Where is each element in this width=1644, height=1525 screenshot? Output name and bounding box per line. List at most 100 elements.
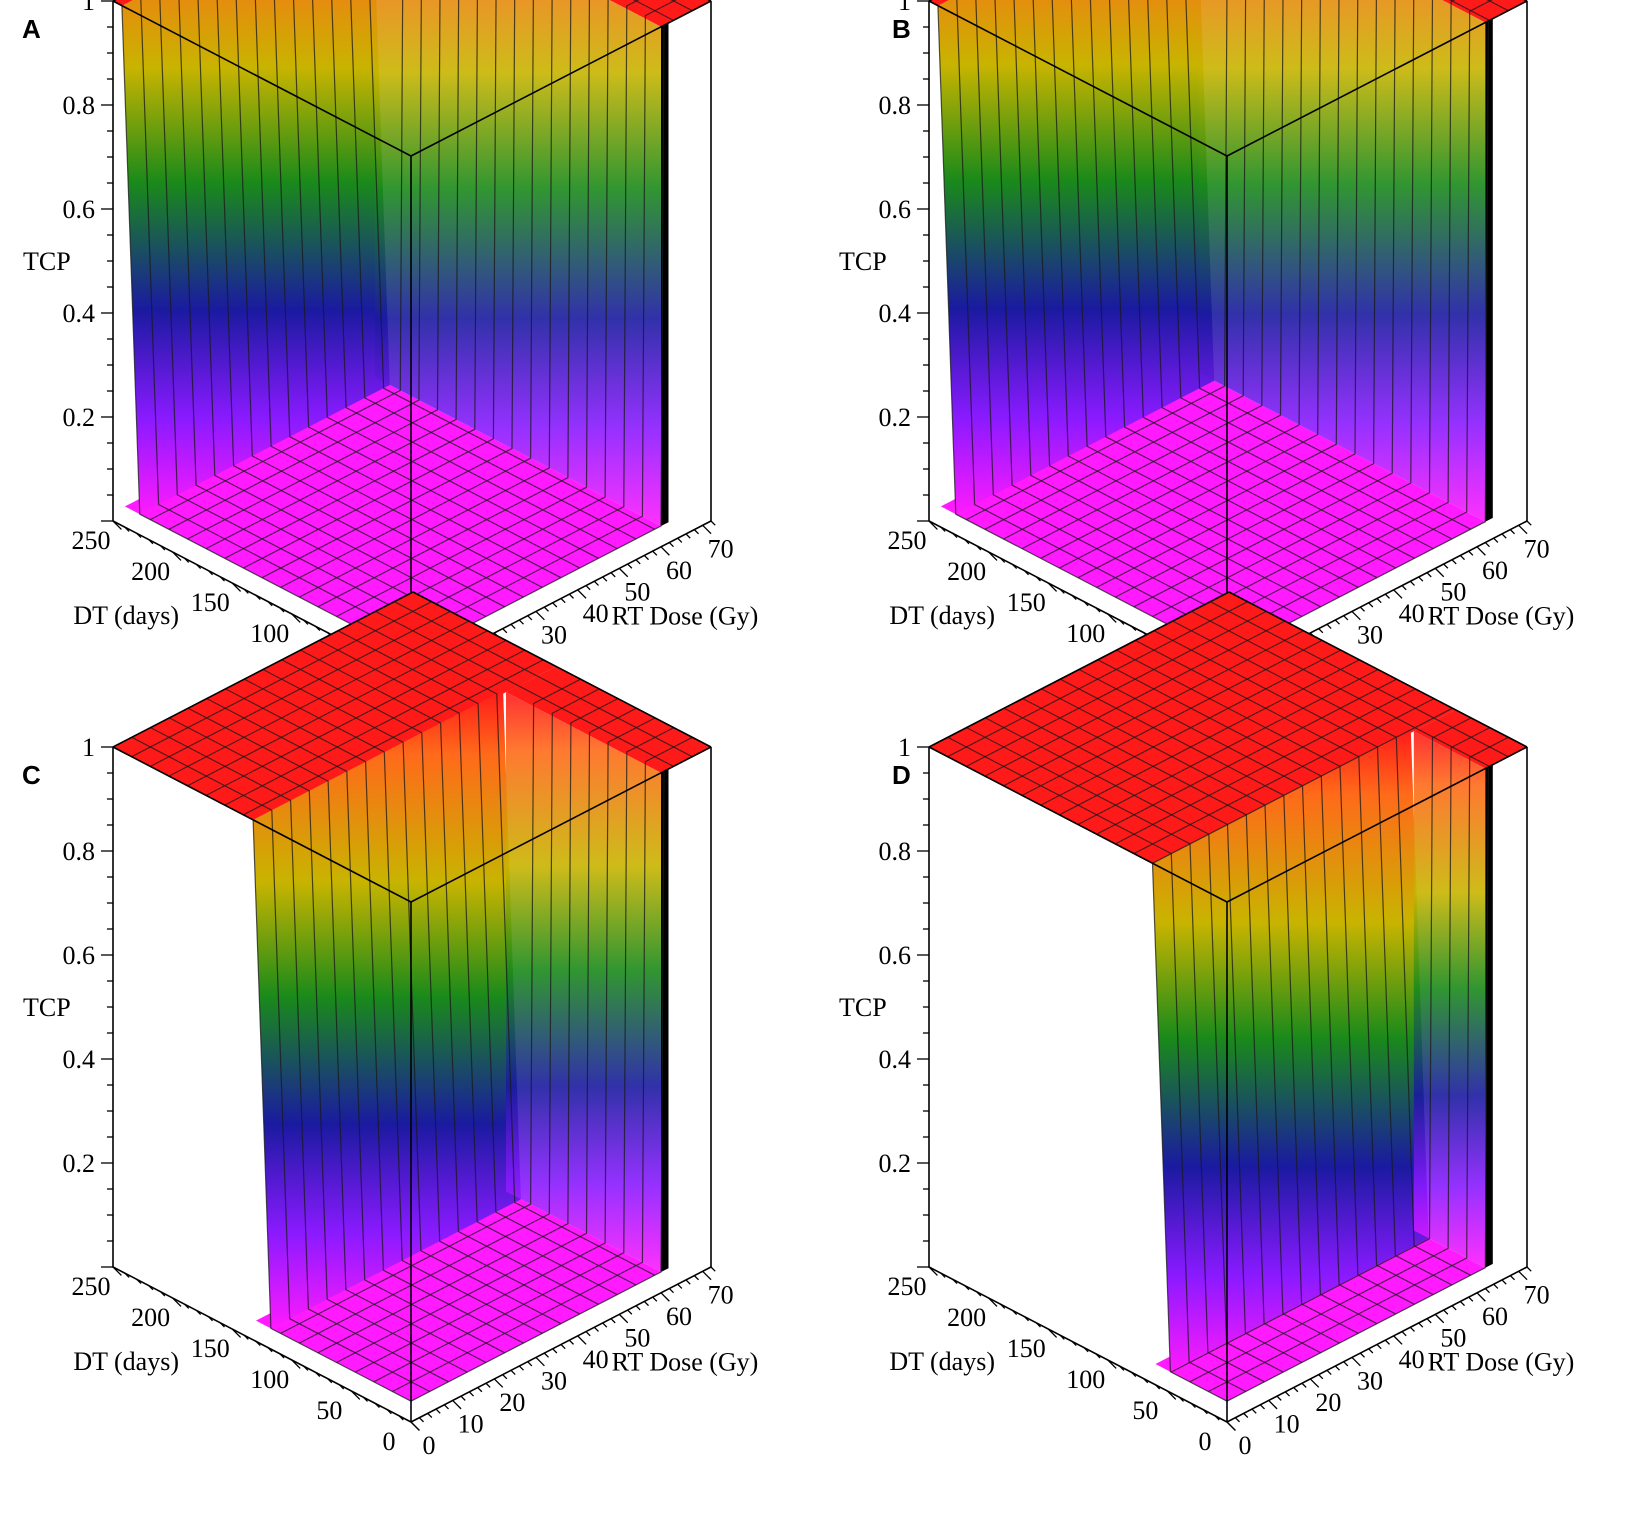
dt-tick — [1143, 1378, 1149, 1384]
dt-tick-label: 250 — [72, 1272, 111, 1301]
mesh-line-dose — [1032, 0, 1322, 608]
dose-tick — [1493, 1283, 1499, 1289]
mesh-line-dose — [1166, 0, 1453, 540]
dose-tick — [1393, 589, 1403, 599]
mesh-line-dt — [243, 0, 497, 569]
mesh-line-dt — [1170, 0, 1434, 627]
box-edge — [928, 591, 1230, 748]
dt-tick — [1107, 1359, 1117, 1369]
dt-tick — [1059, 1334, 1065, 1340]
dose-tick — [518, 619, 524, 625]
dose-tick — [518, 1365, 524, 1371]
surface — [928, 591, 1528, 1402]
dose-tick — [1384, 593, 1390, 599]
box-edge — [410, 0, 712, 157]
dose-tick — [1309, 1378, 1320, 1388]
dose-plateau — [1413, 709, 1527, 769]
dt-tick — [952, 532, 958, 539]
mesh-line-dt — [317, 0, 572, 608]
dt-tick — [148, 539, 154, 545]
dose-tick-label: 20 — [499, 1388, 525, 1417]
mesh-line-dt — [131, 601, 432, 758]
dose-tick — [452, 1400, 462, 1410]
dose-tick — [577, 589, 587, 599]
dt-tick — [1000, 1303, 1006, 1309]
dose-tick — [1401, 1331, 1407, 1337]
mesh-line-dose — [1013, 0, 1303, 618]
mesh-line-dose — [1089, 0, 1378, 579]
dose-tick — [660, 1292, 670, 1302]
tcp-axis-label: TCP — [23, 247, 71, 276]
mesh-line-dose — [1210, 601, 1509, 758]
mesh-line-dt — [280, 0, 534, 588]
dose-tick-label: 60 — [666, 556, 692, 585]
mesh-line-dose — [994, 0, 1284, 627]
tcp-axis: 0.2 0.4 0.6 0.8 1 TCP — [839, 0, 929, 522]
dt-tick — [1095, 607, 1101, 613]
dose-tick — [627, 1309, 633, 1315]
dt-tick — [1047, 1328, 1058, 1338]
tcp-tick-label: 0.8 — [879, 837, 912, 866]
dt-tick — [160, 545, 166, 551]
dt-tick — [1071, 1340, 1077, 1347]
tcp-tick-label: 1 — [82, 0, 95, 16]
floor-surface — [1155, 1230, 1486, 1402]
dt-tick — [184, 1303, 190, 1309]
mesh-line-dt — [1115, 0, 1377, 598]
mesh-line-dose — [1108, 0, 1397, 569]
dose-tick-label: 50 — [1440, 1323, 1466, 1352]
dt-axis-label: DT (days) — [889, 601, 995, 630]
dose-tick — [1501, 1279, 1507, 1285]
dt-tick — [291, 613, 301, 623]
dt-tick — [1059, 588, 1065, 594]
box-edge — [412, 591, 712, 748]
dose-tick — [693, 529, 699, 535]
dose-tick — [477, 1387, 483, 1393]
dose-tick-label: 70 — [1524, 1280, 1550, 1309]
mesh-line-dose — [225, 688, 524, 1344]
mesh-line-dt — [354, 0, 609, 627]
dose-tick — [543, 1352, 549, 1358]
dt-tick-label: 100 — [1066, 619, 1105, 648]
mesh-line-dt — [373, 0, 640, 637]
dt-tick-label: 250 — [72, 526, 111, 555]
panel-letter-a: A — [22, 14, 41, 44]
dt-tick-label: 150 — [191, 588, 230, 617]
dt-tick — [952, 1278, 958, 1285]
dt-tick — [1202, 1409, 1208, 1415]
dose-tick — [1526, 520, 1532, 526]
mesh-line-dt — [1152, 0, 1415, 618]
dose-tick — [543, 606, 549, 612]
dose-tick — [677, 1283, 683, 1289]
dt-tick — [1119, 619, 1125, 625]
dt-tick — [1190, 1402, 1196, 1409]
tcp-tick-label: 0.4 — [63, 1045, 96, 1074]
panel-letter-d: D — [892, 760, 911, 790]
dose-tick-label: 10 — [1274, 1409, 1300, 1438]
dt-tick — [964, 539, 970, 545]
dose-tick — [1484, 1288, 1490, 1294]
mesh-line-dose — [369, 0, 656, 530]
dose-axis: 0 10 20 30 40 50 60 70 RT Dose (Gy) — [1226, 1266, 1574, 1460]
dose-tick — [593, 580, 599, 586]
dt-tick — [1095, 1353, 1101, 1359]
mesh-line-dt — [168, 0, 422, 530]
mesh-line-dose — [1185, 0, 1472, 530]
dose-tick — [1443, 1309, 1449, 1315]
mesh-line-dose — [1153, 630, 1453, 1286]
dose-tick — [1526, 1266, 1532, 1272]
mesh-line-dt — [1040, 0, 1303, 559]
dose-plateau — [1442, 0, 1527, 23]
tcp-tick-label: 0.8 — [63, 837, 96, 866]
dose-axis: 0 10 20 30 40 50 60 70 RT Dose (Gy) — [410, 1266, 758, 1460]
mesh-line-dt — [205, 0, 460, 550]
dose-tick — [1418, 1322, 1424, 1328]
mesh-line-dt — [187, 0, 441, 540]
mesh-line-dose — [281, 659, 581, 1315]
dose-tick — [435, 1408, 441, 1414]
dose-tick — [1351, 1356, 1361, 1367]
panel-letter-c: C — [22, 760, 41, 790]
dose-tick — [502, 1374, 508, 1380]
dt-tick — [243, 588, 249, 594]
